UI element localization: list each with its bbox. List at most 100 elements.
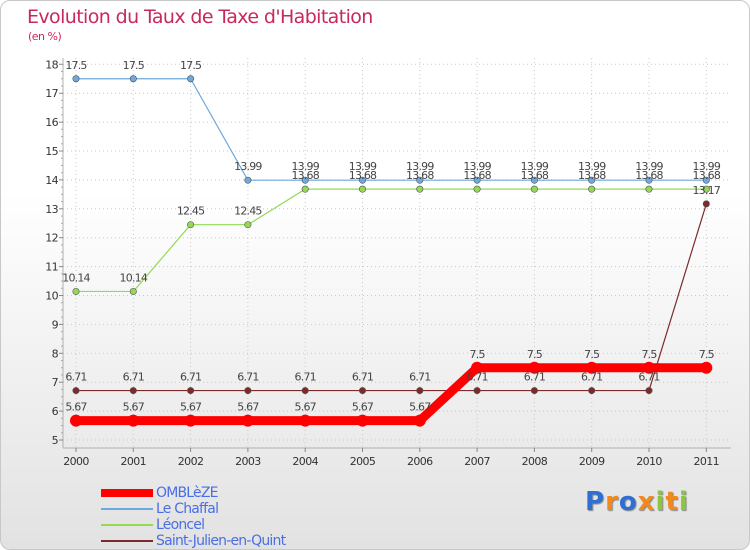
legend-swatch-l-oncel <box>101 524 153 526</box>
x-tick-label-2011: 2011 <box>693 455 719 468</box>
point-saint-julien-en-quint-2009 <box>588 387 596 395</box>
data-label-le-chaffal-2001: 17.5 <box>123 59 145 72</box>
data-label-le-chaffal-2009: 13.99 <box>578 160 606 173</box>
y-tick-label-16: 16 <box>45 116 58 129</box>
data-label-saint-julien-en-quint-2006: 6.71 <box>409 371 430 384</box>
data-label-l-oncel-2011: 13.68 <box>693 169 721 182</box>
data-label-le-chaffal-2008: 13.99 <box>521 160 549 173</box>
y-tick-label-12: 12 <box>45 232 58 245</box>
point-l-oncel-2007 <box>473 185 481 193</box>
data-labels: 17.5 17.5 17.513.99 13.99 13.99 13.99 13.99 13.… <box>62 59 721 414</box>
logo-letter: o <box>618 487 638 517</box>
point-saint-julien-en-quint-2008 <box>530 387 538 395</box>
point-l-oncel-2001 <box>129 287 137 295</box>
data-label-saint-julien-en-quint-2009: 6.71 <box>581 371 602 384</box>
logo-letter: r <box>605 487 619 517</box>
data-label-le-chaffal-2003: 13.99 <box>234 160 262 173</box>
data-label-le-chaffal-2006: 13.99 <box>406 160 434 173</box>
logo-letter: i <box>655 487 666 517</box>
logo-letter: x <box>637 487 656 517</box>
series-layer <box>70 75 713 427</box>
point-le-chaffal-2003 <box>244 176 252 184</box>
logo-letter: P <box>585 487 606 517</box>
point-saint-julien-en-quint-2002 <box>187 387 195 395</box>
point-saint-julien-en-quint-2005 <box>358 387 366 395</box>
data-label-le-chaffal-2005: 13.99 <box>349 160 377 173</box>
point-ombl-ze-2011 <box>700 361 713 374</box>
data-label-saint-julien-en-quint-2005: 6.71 <box>352 371 373 384</box>
logo-letter: i <box>678 487 689 517</box>
data-label-saint-julien-en-quint-2000: 6.71 <box>65 371 86 384</box>
y-tick-label-15: 15 <box>45 145 58 158</box>
y-tick-label-17: 17 <box>45 87 58 100</box>
data-label-le-chaffal-2007: 13.99 <box>463 160 491 173</box>
chart-title: Evolution du Taux de Taxe d'Habitation <box>27 6 373 28</box>
legend-swatch-saint-julien-en-quint <box>101 540 153 542</box>
axes <box>62 58 731 449</box>
legend-label-ombl-ze: OMBLèZE <box>156 485 219 501</box>
data-label-ombl-ze-2000: 5.67 <box>65 401 87 414</box>
series-line-le-chaffal <box>75 78 707 181</box>
point-l-oncel-2000 <box>72 287 80 295</box>
point-ombl-ze-2010 <box>643 361 655 374</box>
data-label-saint-julien-en-quint-2004: 6.71 <box>295 371 316 384</box>
y-tick-label-5: 5 <box>52 434 59 447</box>
point-l-oncel-2010 <box>645 185 653 193</box>
series-line-ombl-ze <box>71 363 711 426</box>
data-label-saint-julien-en-quint-2008: 6.71 <box>524 371 545 384</box>
data-label-saint-julien-en-quint-2003: 6.71 <box>237 371 258 384</box>
proxiti-logo: Proxiti <box>585 487 689 517</box>
x-axis-ticks: 2000 2001 2002 2003 2004 2005 2006 2007 2008 2009… <box>63 448 720 468</box>
point-saint-julien-en-quint-2007 <box>473 387 481 395</box>
x-tick-label-2007: 2007 <box>464 455 490 468</box>
data-label-l-oncel-2003: 12.45 <box>234 205 262 218</box>
point-le-chaffal-2007 <box>473 176 481 184</box>
data-label-ombl-ze-2010: 7.5 <box>641 348 657 361</box>
x-tick-label-2001: 2001 <box>120 455 146 468</box>
data-label-saint-julien-en-quint-2001: 6.71 <box>123 371 144 384</box>
point-le-chaffal-2002 <box>187 75 195 83</box>
legend-swatch-le-chaffal <box>101 508 153 510</box>
y-axis-ticks: 5 6 7 8 9 10 11 12 13 14 15 16 17 18 <box>45 58 63 447</box>
data-label-ombl-ze-2006: 5.67 <box>409 401 431 414</box>
series-line-saint-julien-en-quint <box>75 203 707 392</box>
point-le-chaffal-2006 <box>416 176 424 184</box>
point-le-chaffal-2010 <box>645 176 653 184</box>
legend-label-l-oncel: Léoncel <box>156 517 205 533</box>
data-label-ombl-ze-2001: 5.67 <box>123 401 145 414</box>
data-label-l-oncel-2009: 13.68 <box>578 169 606 182</box>
x-tick-label-2000: 2000 <box>63 455 89 468</box>
point-saint-julien-en-quint-2000 <box>72 387 80 395</box>
point-saint-julien-en-quint-2010 <box>645 387 653 395</box>
y-tick-label-6: 6 <box>52 405 59 418</box>
point-ombl-ze-2005 <box>356 414 369 427</box>
data-label-ombl-ze-2003: 5.67 <box>237 401 259 414</box>
data-label-saint-julien-en-quint-2011: 13.17 <box>693 184 721 197</box>
point-l-oncel-2002 <box>187 221 195 229</box>
point-ombl-ze-2001 <box>127 414 140 427</box>
legend-label-saint-julien-en-quint: Saint-Julien-en-Quint <box>156 533 286 549</box>
data-label-l-oncel-2001: 10.14 <box>120 271 148 284</box>
data-label-ombl-ze-2004: 5.67 <box>295 401 317 414</box>
legend-label-le-chaffal: Le Chaffal <box>156 501 219 517</box>
legend-swatch-ombl-ze <box>101 489 153 497</box>
point-l-oncel-2011 <box>702 185 710 193</box>
x-tick-label-2006: 2006 <box>407 455 433 468</box>
grid <box>63 58 731 448</box>
data-label-l-oncel-2006: 13.68 <box>406 169 434 182</box>
point-saint-julien-en-quint-2001 <box>129 387 137 395</box>
point-l-oncel-2009 <box>588 185 596 193</box>
y-tick-label-8: 8 <box>52 347 59 360</box>
data-label-ombl-ze-2002: 5.67 <box>180 401 202 414</box>
x-tick-label-2010: 2010 <box>636 455 662 468</box>
data-label-l-oncel-2005: 13.68 <box>349 169 377 182</box>
x-tick-label-2003: 2003 <box>235 455 261 468</box>
point-le-chaffal-2005 <box>358 176 366 184</box>
data-label-saint-julien-en-quint-2002: 6.71 <box>180 371 201 384</box>
data-label-l-oncel-2000: 10.14 <box>62 271 90 284</box>
data-label-ombl-ze-2005: 5.67 <box>352 401 374 414</box>
point-ombl-ze-2008 <box>528 361 541 374</box>
data-label-le-chaffal-2010: 13.99 <box>635 160 663 173</box>
point-ombl-ze-2003 <box>241 414 254 427</box>
